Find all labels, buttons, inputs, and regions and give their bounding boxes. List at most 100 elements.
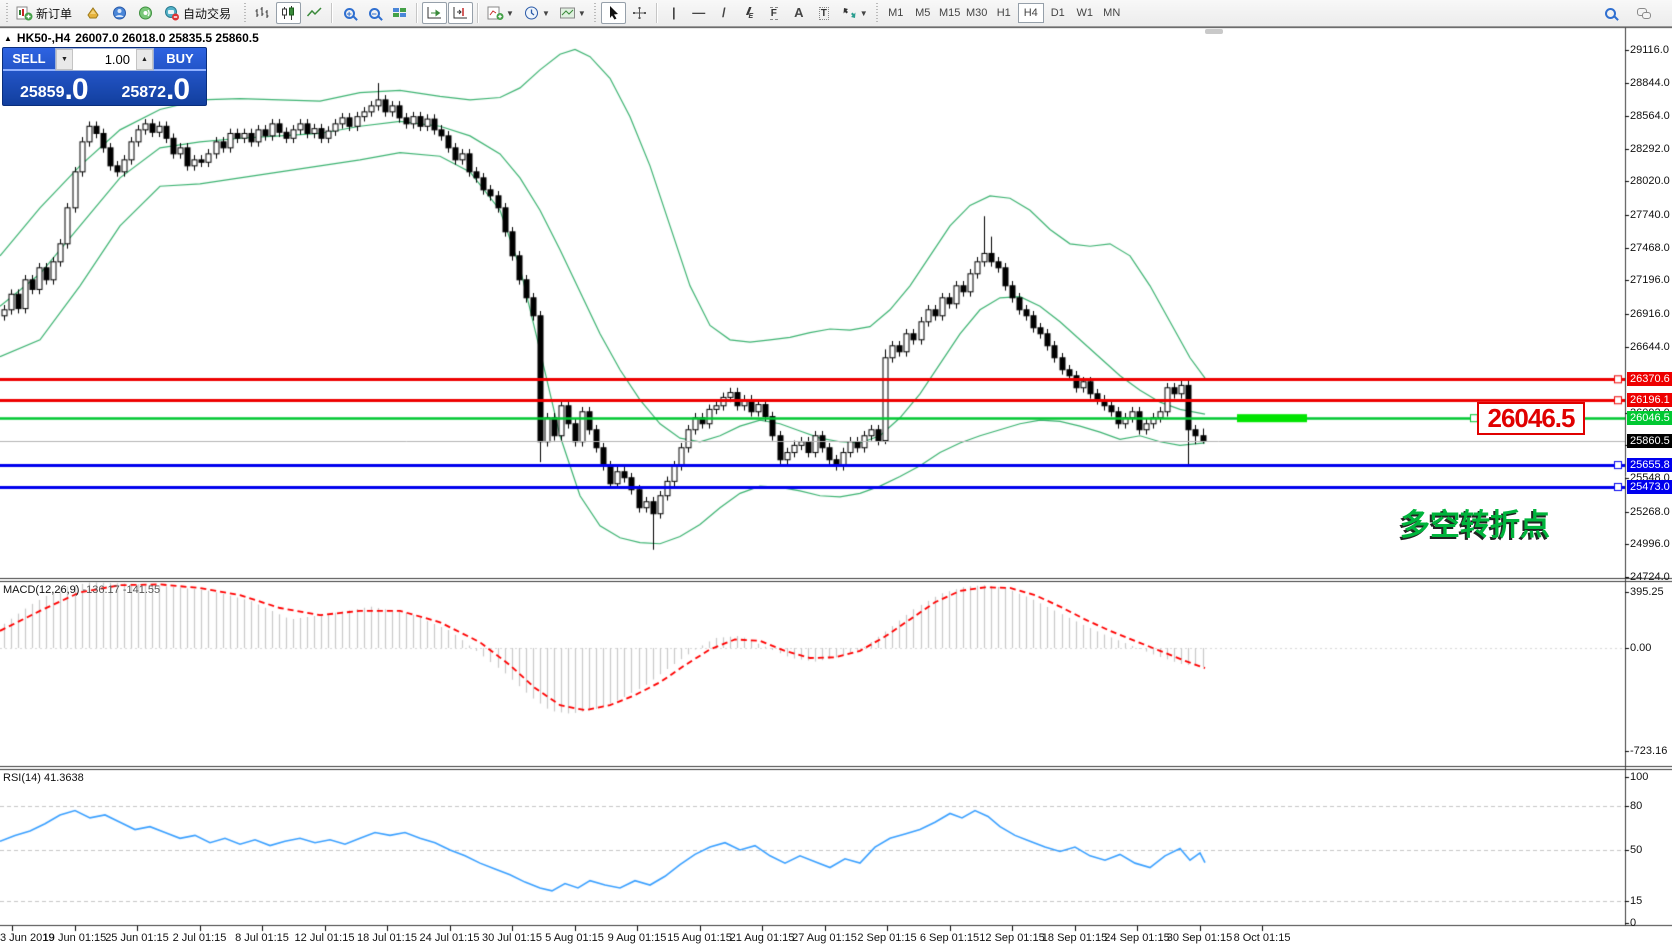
volume-input[interactable]: 1.00	[104, 52, 130, 67]
label-tool-button[interactable]: T	[812, 2, 836, 24]
vertical-line-icon: |	[671, 5, 676, 20]
buy-price-int: 25872	[121, 84, 166, 101]
price-axis-tick: 28564.0	[1630, 110, 1670, 123]
date-axis-label: 12 Sep 01:15	[979, 932, 1045, 944]
zoom-in-button[interactable]: +	[337, 2, 361, 24]
dropdown-arrow-icon: ▼	[541, 8, 550, 18]
macd-axis-tick: 395.25	[1630, 585, 1664, 598]
level-price-badge: 26370.6	[1627, 372, 1672, 387]
timeframe-m30[interactable]: M30	[966, 7, 988, 19]
volume-decrease-button[interactable]: ▼	[56, 49, 73, 70]
horizontal-line-icon: —	[692, 5, 706, 20]
timeframe-w1[interactable]: W1	[1076, 7, 1093, 19]
crosshair-tool-button[interactable]	[627, 2, 652, 24]
new-order-label: 新订单	[36, 6, 73, 21]
collapse-icon[interactable]: ▲	[4, 33, 12, 43]
macd-indicator-label: MACD(12,26,9) -136.17 -141.55	[3, 584, 160, 596]
date-axis-label: 30 Jul 01:15	[482, 932, 542, 944]
search-button[interactable]	[1598, 2, 1622, 24]
buy-price[interactable]: 25872 .0	[105, 71, 207, 105]
macd-signal-value: -141.55	[122, 584, 161, 596]
timeframe-d1[interactable]: D1	[1050, 7, 1065, 19]
auto-scroll-button[interactable]	[422, 2, 448, 24]
fibonacci-tool-button[interactable]: F	[762, 2, 786, 24]
level-price-badge: 25860.5	[1627, 433, 1672, 448]
channel-tool-button[interactable]: //E	[737, 2, 761, 24]
new-order-button[interactable]: 新订单	[12, 2, 80, 24]
spinner-down-icon: ▼	[61, 56, 68, 63]
toolbar-grip[interactable]	[874, 3, 880, 23]
date-axis-label: 18 Sep 01:15	[1041, 932, 1108, 944]
search-icon	[1604, 7, 1616, 19]
price-axis-tick: 28020.0	[1630, 175, 1670, 188]
date-axis-label: 8 Oct 01:15	[1233, 932, 1291, 944]
date-axis-label: 15 Aug 01:15	[667, 932, 732, 944]
metaeditor-button[interactable]	[81, 2, 106, 24]
periods-button[interactable]: ▼	[519, 2, 554, 24]
auto-scroll-icon	[427, 7, 442, 19]
timeframe-m5[interactable]: M5	[915, 7, 931, 19]
rsi-axis-tick: 80	[1630, 800, 1643, 813]
tile-windows-button[interactable]	[387, 2, 412, 24]
trendline-tool-button[interactable]: /	[712, 2, 736, 24]
signals-button[interactable]	[133, 2, 158, 24]
timeframe-h4[interactable]: H4	[1017, 3, 1044, 23]
timeframe-m1[interactable]: M1	[888, 7, 904, 19]
rsi-axis-tick: 100	[1630, 771, 1649, 783]
sell-button[interactable]: SELL	[3, 48, 55, 71]
bar-chart-button[interactable]	[250, 2, 275, 24]
date-axis-label: 18 Jul 01:15	[357, 932, 417, 944]
sell-price-int: 25859	[19, 84, 65, 101]
chart-scrollbar-thumb[interactable]	[1205, 29, 1223, 34]
volume-stepper: ▼ 1.00 ▲	[55, 48, 154, 71]
autotrading-button[interactable]: 自动交易	[159, 2, 239, 24]
sell-price-frac: .0	[64, 73, 88, 106]
arrows-tool-button[interactable]: ▼	[837, 2, 872, 24]
sell-price[interactable]: 25859 .0	[3, 71, 105, 105]
market-button[interactable]	[107, 2, 132, 24]
fibonacci-icon: F	[769, 6, 778, 20]
toolbar-grip[interactable]	[242, 3, 248, 23]
date-axis-label: 2 Sep 01:15	[857, 932, 917, 944]
cursor-tool-button[interactable]	[600, 2, 626, 24]
arrows-icon	[843, 8, 856, 18]
new-order-icon	[16, 6, 33, 21]
timeframe-mn[interactable]: MN	[1103, 7, 1121, 19]
horizontal-line-tool-button[interactable]: —	[687, 2, 711, 24]
annotation-text[interactable]: 多空转折点	[1400, 509, 1550, 542]
macd-axis-tick: -723.16	[1630, 745, 1668, 758]
chart-shift-button[interactable]	[448, 2, 474, 24]
price-callout-box[interactable]: 26046.5	[1477, 402, 1585, 436]
chat-button[interactable]	[1632, 2, 1656, 24]
macd-axis-tick: 0.00	[1630, 642, 1652, 654]
price-axis-tick: 28844.0	[1630, 76, 1670, 89]
rsi-value: 41.3638	[43, 772, 84, 784]
level-price-badge: 25473.0	[1627, 479, 1672, 494]
toolbar-grip[interactable]	[592, 3, 598, 23]
volume-increase-button[interactable]: ▲	[136, 49, 153, 70]
rsi-axis-tick: 15	[1630, 895, 1643, 908]
dropdown-arrow-icon: ▼	[859, 8, 868, 18]
price-axis-tick: 26644.0	[1630, 340, 1670, 353]
autotrading-label: 自动交易	[183, 6, 232, 21]
toolbar-grip[interactable]	[4, 3, 9, 23]
price-axis-tick: 26916.0	[1630, 307, 1670, 320]
line-chart-button[interactable]	[302, 2, 327, 24]
level-price-badge: 26196.1	[1627, 393, 1672, 408]
date-axis-label: 27 Aug 01:15	[792, 932, 857, 944]
buy-button[interactable]: BUY	[154, 48, 206, 71]
zoom-out-icon: −	[368, 7, 380, 19]
timeframe-bar: M1 M5 M15 M30 H1 H4 D1 W1 MN	[883, 3, 1125, 23]
text-tool-button[interactable]: A	[787, 2, 811, 24]
equidistant-channel-icon: //E	[746, 5, 753, 21]
templates-icon	[559, 7, 575, 19]
timeframe-h1[interactable]: H1	[996, 7, 1011, 19]
templates-button[interactable]: ▼	[555, 2, 590, 24]
indicators-button[interactable]: ▼	[483, 2, 518, 24]
zoom-out-button[interactable]: −	[362, 2, 386, 24]
candlestick-chart-button[interactable]	[276, 2, 302, 24]
vertical-line-tool-button[interactable]: |	[662, 2, 686, 24]
timeframe-m15[interactable]: M15	[939, 7, 961, 19]
